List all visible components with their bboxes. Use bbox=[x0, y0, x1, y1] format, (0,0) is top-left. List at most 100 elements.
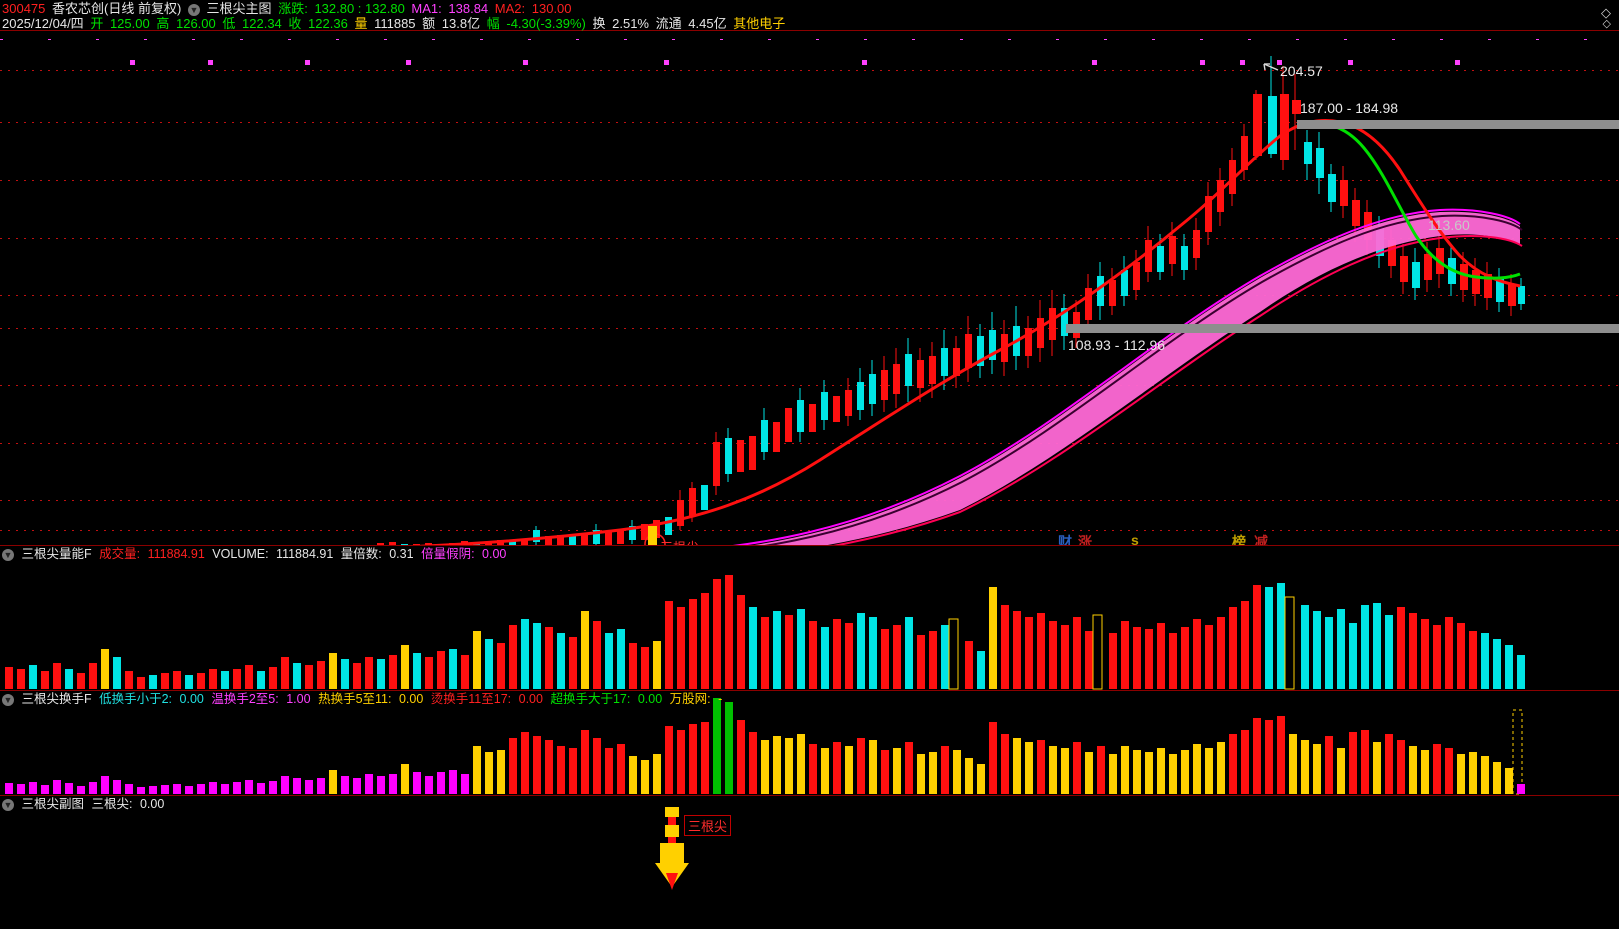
turn-item-value-1: 1.00 bbox=[286, 692, 311, 706]
sub-signal-plot[interactable] bbox=[0, 795, 1619, 929]
stock-name[interactable]: 香农芯创(日线 前复权) bbox=[52, 1, 182, 16]
grid-line bbox=[0, 122, 1619, 123]
turn-item-value-2: 0.00 bbox=[398, 692, 424, 706]
turnover-label: 换 bbox=[592, 16, 606, 31]
vol-item-value-2: 0.31 bbox=[389, 547, 414, 561]
sub-panel-header: ▼ 三根尖副图 三根尖: 0.00 bbox=[2, 797, 168, 811]
grid-line bbox=[0, 295, 1619, 296]
turnover-value: 2.51% bbox=[612, 16, 649, 31]
ma2-label: MA2: bbox=[494, 1, 526, 16]
candlestick-plot[interactable] bbox=[0, 30, 1619, 545]
turnover-bars-plot[interactable] bbox=[0, 690, 1619, 795]
watermark-char: 涨 bbox=[1078, 534, 1092, 545]
grid-line bbox=[0, 238, 1619, 239]
close-label: 收 bbox=[288, 16, 302, 31]
change-value: 132.80 : 132.80 bbox=[314, 1, 405, 16]
ma1-label: MA1: bbox=[411, 1, 442, 16]
chevron-down-icon[interactable]: ▼ bbox=[2, 548, 14, 561]
chevron-down-icon[interactable]: ▼ bbox=[187, 3, 200, 16]
ma1-value: 138.84 bbox=[448, 1, 489, 16]
vol-item-value-0: 111884.91 bbox=[147, 547, 205, 561]
watermark-char: 减 bbox=[1254, 534, 1268, 545]
turn-item-value-0: 0.00 bbox=[179, 692, 204, 706]
volume-panel[interactable]: ▼ 三根尖量能F 成交量: 111884.91 VOLUME: 111884.9… bbox=[0, 545, 1619, 690]
turn-item-label-0: 低换手小于2: bbox=[99, 692, 173, 706]
diamond-icon[interactable]: ◇ bbox=[1601, 5, 1611, 20]
open-value: 125.00 bbox=[109, 16, 150, 31]
signal-tag-label: 三根尖 bbox=[659, 536, 700, 545]
low-label: 低 bbox=[222, 16, 236, 31]
diamond-icon-small[interactable]: ◇ bbox=[1602, 18, 1611, 30]
quote-date: 2025/12/04/四 bbox=[2, 16, 84, 31]
chevron-down-icon[interactable]: ▼ bbox=[2, 798, 14, 811]
ma2-line bbox=[1299, 122, 1521, 280]
turn-item-label-5: 万股网: bbox=[669, 692, 711, 706]
watermark-char: 榜 bbox=[1232, 534, 1246, 545]
chevron-down-icon[interactable]: ▼ bbox=[2, 693, 14, 706]
turnover-panel-header: ▼ 三根尖换手F 低换手小于2: 0.00 温换手2至5: 1.00 热换手5至… bbox=[2, 692, 726, 706]
price-label-high: 204.57 bbox=[1280, 63, 1323, 79]
watermark-char: 财 bbox=[1058, 534, 1072, 545]
candles bbox=[377, 56, 1525, 545]
grid-line bbox=[0, 530, 1619, 531]
amount-value: 13.8亿 bbox=[441, 16, 481, 31]
resistance-zone-label: 187.00 - 184.98 bbox=[1300, 100, 1399, 116]
turnover-indicator-title[interactable]: 三根尖换手F bbox=[21, 692, 92, 706]
grid-line bbox=[0, 443, 1619, 444]
watermark-char: s bbox=[1131, 532, 1139, 545]
panel-divider bbox=[0, 545, 1619, 546]
sub-item-label-0: 三根尖: bbox=[91, 797, 133, 811]
price-band-ribbon bbox=[753, 211, 1520, 545]
sub-indicator-title[interactable]: 三根尖副图 bbox=[21, 797, 84, 811]
volume-bars-plot[interactable] bbox=[0, 545, 1619, 690]
current-price-label: 113.60 bbox=[1428, 217, 1470, 233]
range-value: -4.30(-3.39%) bbox=[506, 16, 586, 31]
price-band-upper-line bbox=[732, 208, 1521, 545]
left-arrow-icon bbox=[1263, 63, 1279, 71]
quote-header-row-2: 2025/12/04/四 开 125.00 高 126.00 低 122.34 … bbox=[2, 17, 788, 31]
grid-line bbox=[0, 500, 1619, 501]
close-value: 122.36 bbox=[308, 16, 348, 31]
volume-bars bbox=[5, 575, 1525, 690]
panel-divider bbox=[0, 795, 1619, 796]
range-label: 幅 bbox=[486, 16, 500, 31]
turnover-panel[interactable]: ▼ 三根尖换手F 低换手小于2: 0.00 温换手2至5: 1.00 热换手5至… bbox=[0, 690, 1619, 795]
vol-item-label-3: 倍量假阴: bbox=[421, 547, 475, 561]
sector-link[interactable]: 其他电子 bbox=[733, 16, 786, 31]
support-zone-bar bbox=[1066, 324, 1619, 333]
grid-line bbox=[0, 328, 1619, 329]
main-indicator-title[interactable]: 三根尖主图 bbox=[206, 1, 272, 16]
volume-label: 量 bbox=[354, 16, 368, 31]
turn-item-label-2: 热换手5至11: bbox=[318, 692, 392, 706]
turnover-bars bbox=[5, 698, 1525, 795]
stock-code[interactable]: 300475 bbox=[2, 1, 46, 16]
price-band-mid-line bbox=[764, 214, 1523, 545]
float-value: 4.45亿 bbox=[688, 16, 727, 31]
turn-item-label-1: 温换手2至5: bbox=[211, 692, 279, 706]
top-marker-dots bbox=[130, 60, 1460, 65]
high-value: 126.00 bbox=[175, 16, 216, 31]
amount-label: 额 bbox=[422, 16, 436, 31]
vol-item-value-1: 111884.91 bbox=[276, 547, 334, 561]
volume-indicator-title[interactable]: 三根尖量能F bbox=[21, 547, 92, 561]
vol-item-label-1: VOLUME: bbox=[212, 547, 269, 561]
float-label: 流通 bbox=[655, 16, 682, 31]
main-price-panel[interactable]: 204.57 187.00 - 184.98 108.93 - 112.96 1… bbox=[0, 30, 1619, 545]
high-label: 高 bbox=[156, 16, 170, 31]
quote-header-row-1: 300475 香农芯创(日线 前复权) ▼ 三根尖主图 涨跌: 132.80 :… bbox=[2, 2, 575, 16]
change-label: 涨跌: bbox=[278, 1, 308, 16]
grid-line bbox=[0, 385, 1619, 386]
grid-line bbox=[0, 39, 1619, 40]
price-band-lower-line bbox=[832, 235, 1523, 545]
ma1-line bbox=[415, 119, 1521, 545]
turn-item-value-3: 0.00 bbox=[518, 692, 543, 706]
grid-line bbox=[0, 70, 1619, 71]
sub-indicator-panel[interactable]: ▼ 三根尖副图 三根尖: 0.00 三根尖 bbox=[0, 795, 1619, 929]
support-zone-label: 108.93 - 112.96 bbox=[1068, 337, 1166, 353]
open-label: 开 bbox=[90, 16, 104, 31]
vol-item-value-3: 0.00 bbox=[482, 547, 507, 561]
low-value: 122.34 bbox=[242, 16, 282, 31]
turn-item-label-4: 超换手大于17: bbox=[550, 692, 631, 706]
ma2-value: 130.00 bbox=[531, 1, 572, 16]
